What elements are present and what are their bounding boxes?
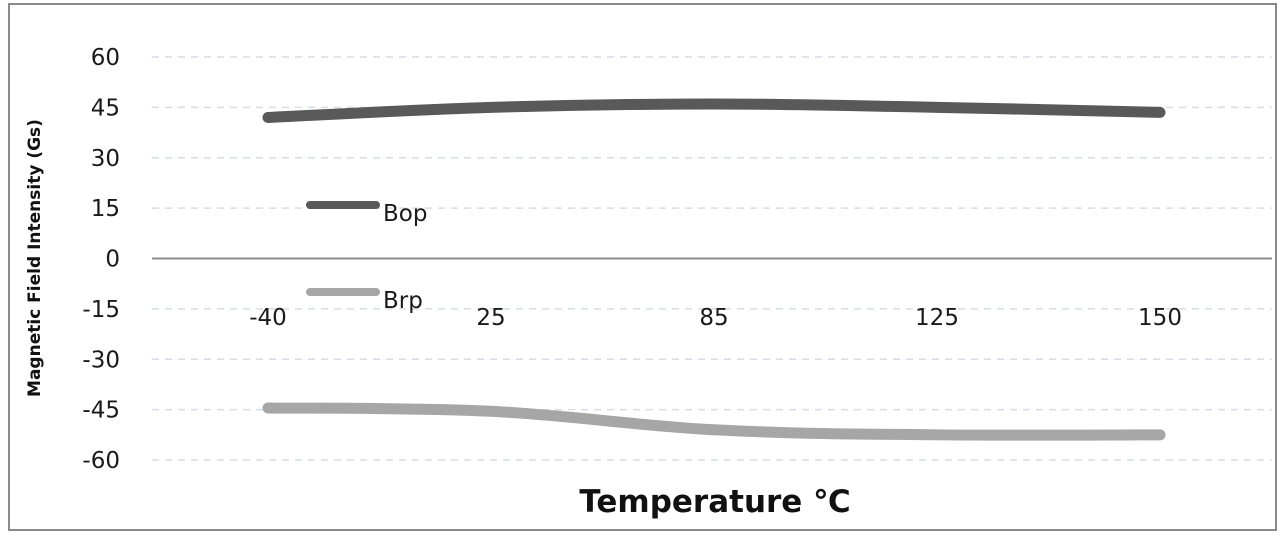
series-line-bop [262, 98, 1166, 123]
x-tick-labels: -40 25 85 125 150 [249, 305, 1182, 331]
y-tick-label: 45 [91, 95, 120, 121]
x-tick-label: 85 [699, 305, 728, 331]
y-tick-label: -45 [82, 398, 120, 424]
x-axis-title: Temperature ℃ [579, 484, 850, 520]
y-tick-label: 0 [105, 247, 120, 273]
legend-label-bop: Bop [383, 201, 427, 227]
y-tick-label: -30 [82, 347, 120, 373]
y-tick-label: -15 [82, 297, 120, 323]
x-tick-label: 25 [476, 305, 505, 331]
x-tick-label: 125 [915, 305, 959, 331]
y-tick-label: 60 [91, 45, 120, 71]
y-tick-label: 15 [91, 196, 120, 222]
legend: Bop Brp [306, 201, 427, 314]
y-tick-label: -60 [82, 448, 120, 474]
y-tick-labels: 60 45 30 15 0 -15 -30 -45 -60 [82, 45, 120, 474]
y-axis-title: Magnetic Field Intensity (Gs) [25, 119, 45, 397]
series-line-brp [262, 402, 1166, 441]
series-lines [262, 98, 1166, 441]
legend-label-brp: Brp [383, 288, 423, 314]
x-tick-label: 150 [1138, 305, 1182, 331]
y-tick-label: 30 [91, 146, 120, 172]
x-tick-label: -40 [249, 305, 287, 331]
chart-frame [8, 3, 1277, 531]
